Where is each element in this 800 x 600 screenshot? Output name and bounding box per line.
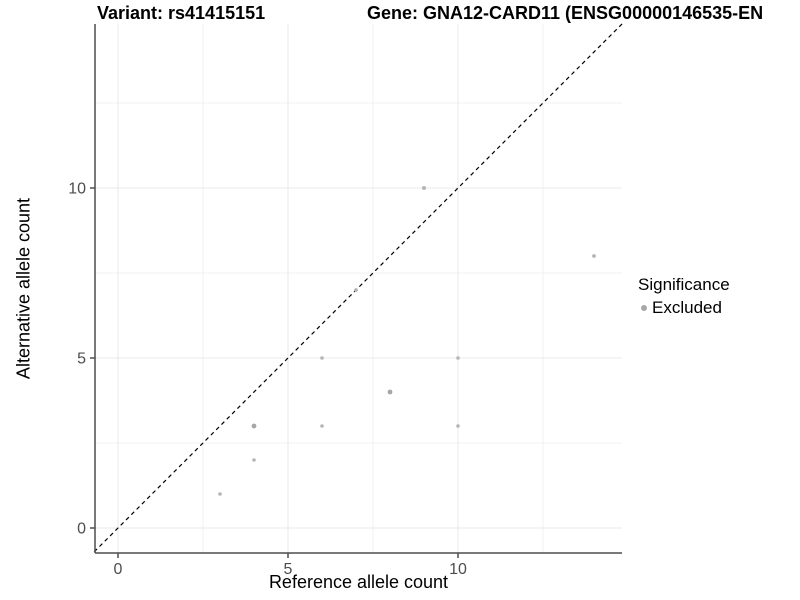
data-point: [320, 424, 324, 428]
data-point: [387, 389, 393, 395]
y-tick-label: 10: [68, 181, 86, 198]
y-axis-title: Alternative allele count: [13, 197, 34, 380]
data-point: [592, 254, 596, 258]
data-point: [422, 186, 426, 190]
legend-item-excluded: Excluded: [641, 298, 730, 318]
legend-title: Significance: [638, 275, 730, 294]
x-axis-title: Reference allele count: [268, 572, 449, 592]
x-tick-label: 5: [284, 561, 293, 578]
data-point: [251, 423, 257, 429]
legend-point-icon: [641, 305, 647, 311]
legend: Significance Excluded: [638, 275, 730, 318]
x-tick-label: 0: [114, 561, 123, 578]
data-point: [252, 458, 256, 462]
data-point: [456, 424, 460, 428]
plot-title-variant: Variant: rs41415151: [97, 3, 266, 23]
data-point: [456, 356, 460, 360]
y-tick-label: 5: [77, 351, 86, 368]
data-point: [320, 356, 324, 360]
y-tick-label: 0: [77, 521, 86, 538]
data-point: [218, 492, 222, 496]
identity-reference-line: [93, 22, 624, 553]
legend-item-label: Excluded: [652, 298, 722, 317]
plot-title-gene: Gene: GNA12-CARD11 (ENSG00000146535-EN: [367, 3, 764, 23]
x-tick-label: 10: [449, 561, 467, 578]
data-point: [354, 288, 358, 292]
